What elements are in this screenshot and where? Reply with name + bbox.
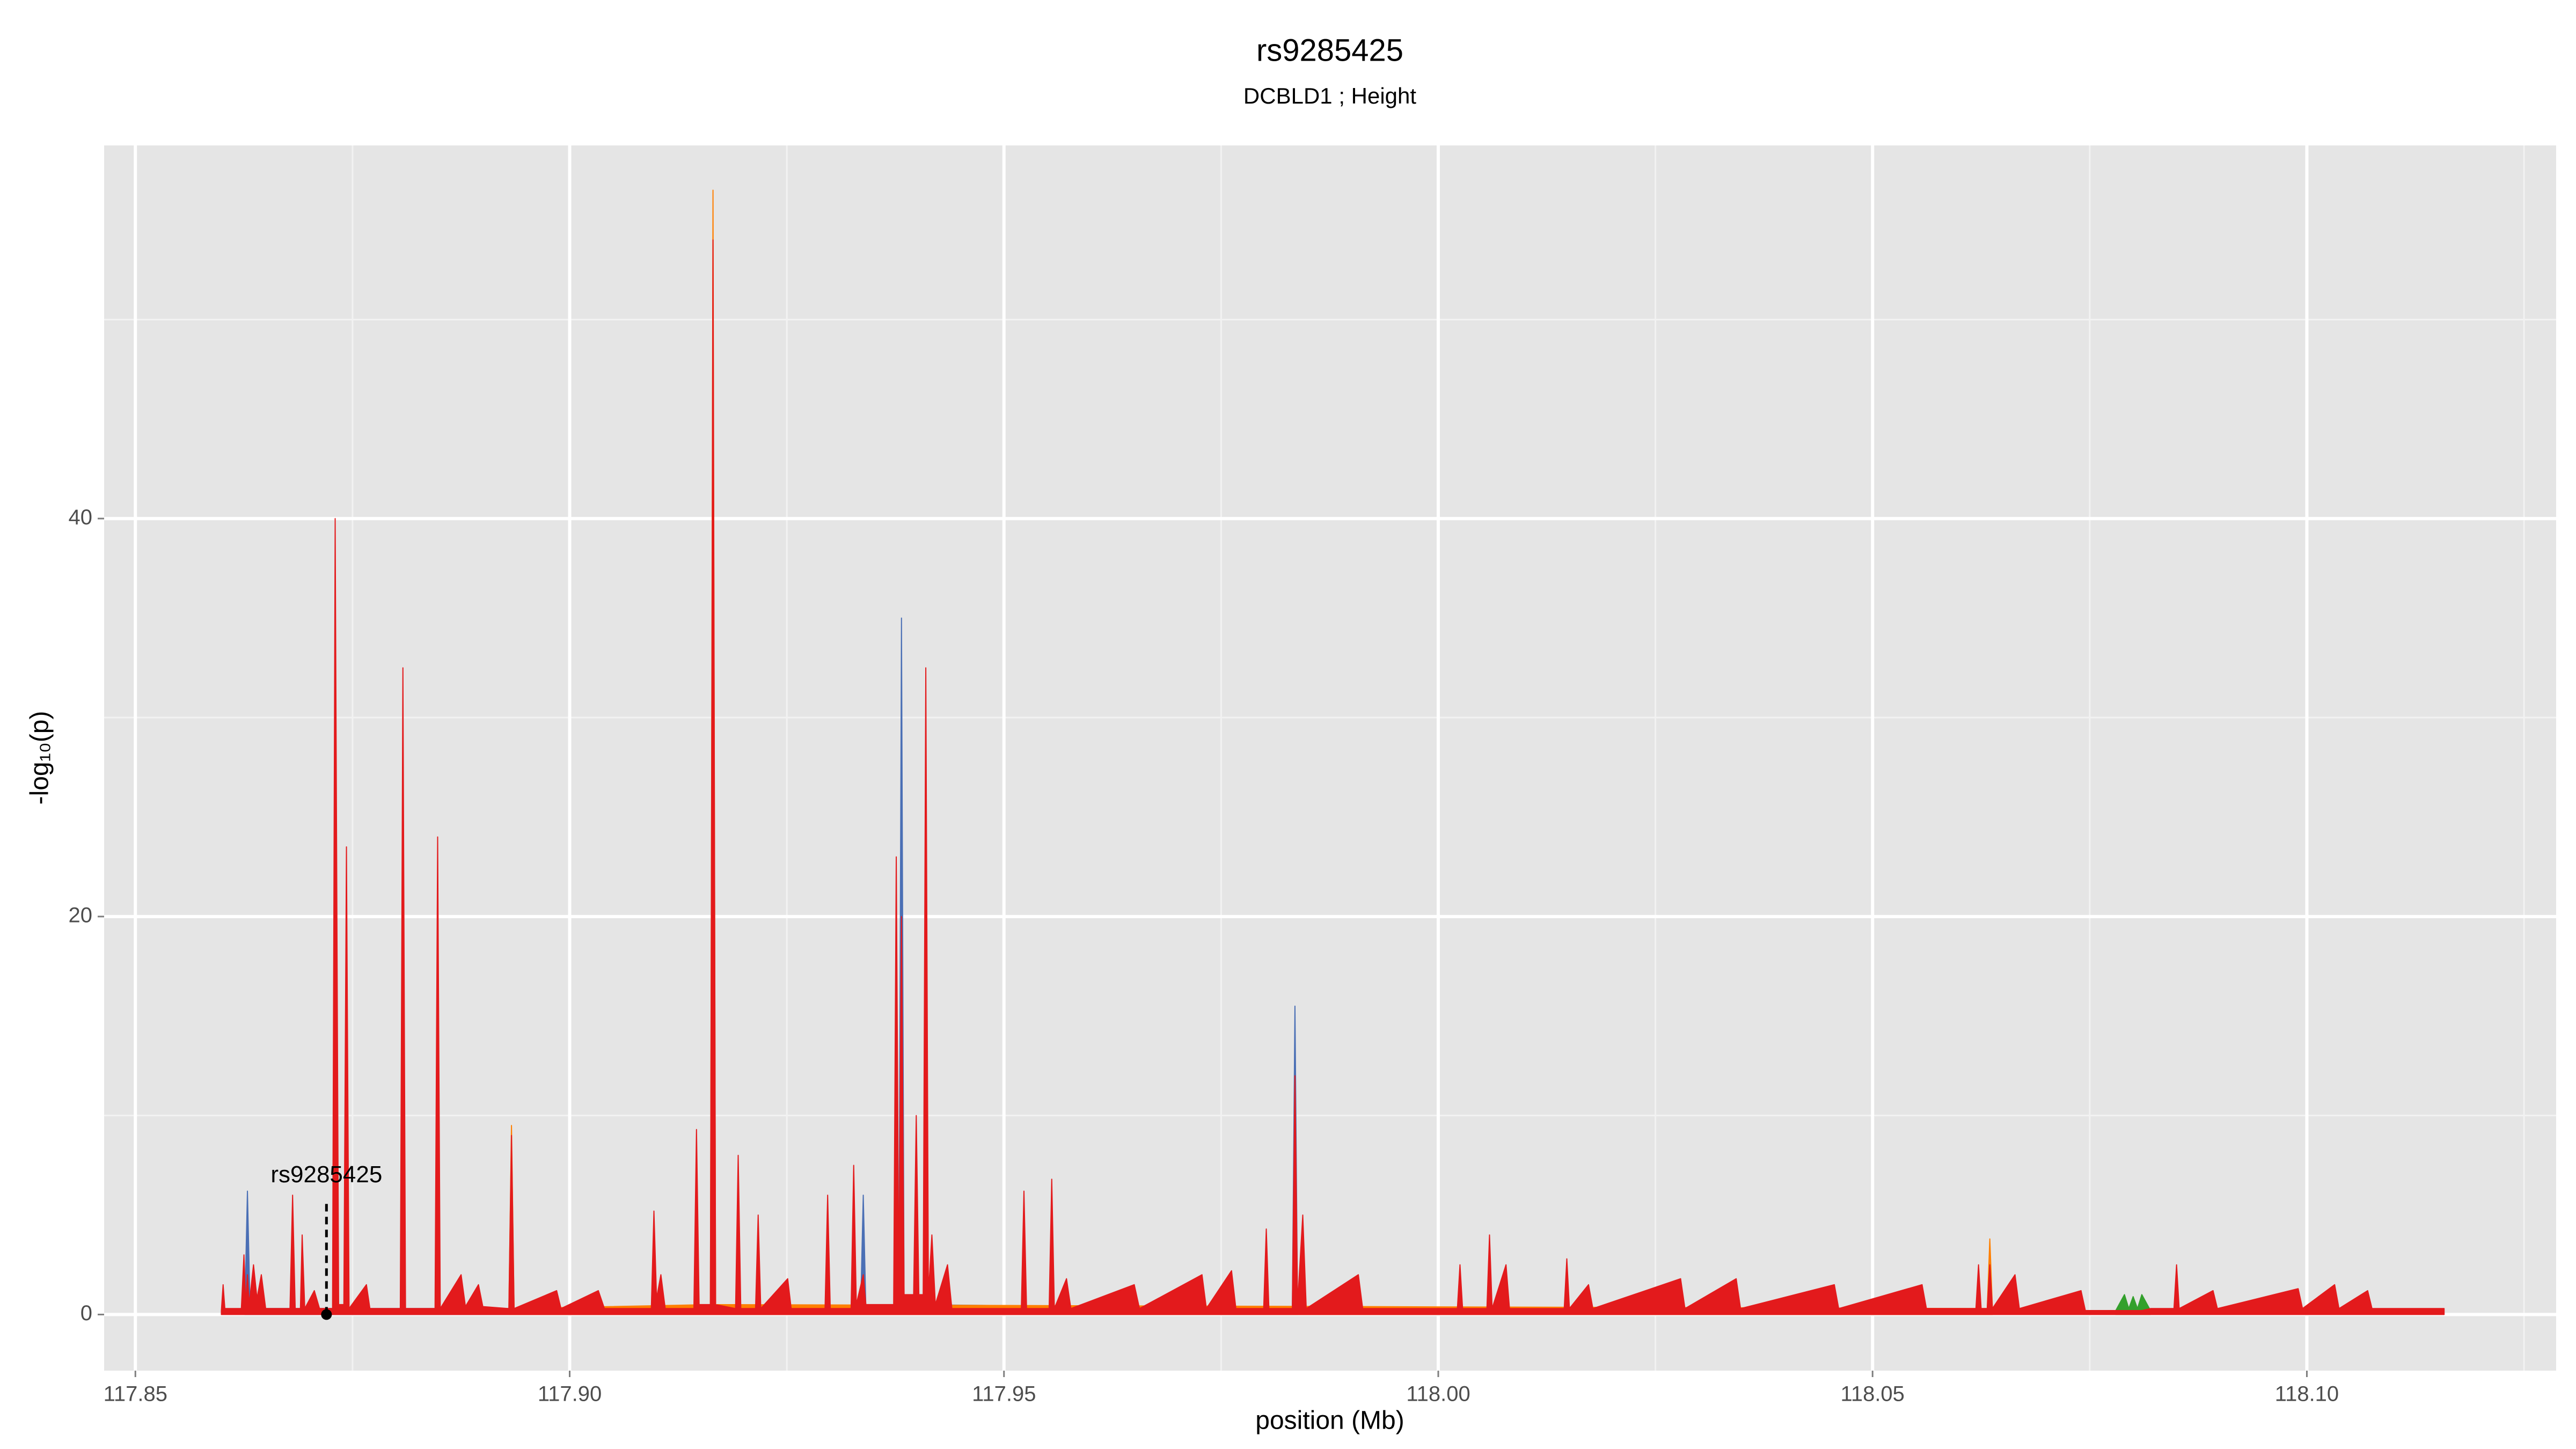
y-axis-title: -log₁₀(p) — [26, 711, 54, 805]
panel-background — [104, 145, 2556, 1371]
x-tick-label: 118.00 — [1406, 1382, 1470, 1406]
x-tick-label: 118.10 — [2275, 1382, 2339, 1406]
chart-subtitle: DCBLD1 ; Height — [1243, 83, 1416, 108]
y-tick-label: 0 — [80, 1301, 92, 1325]
plot-panel: rs9285425 — [104, 145, 2556, 1371]
chart-title: rs9285425 — [1256, 33, 1403, 68]
y-tick-label: 40 — [69, 506, 93, 529]
x-tick-label: 118.05 — [1841, 1382, 1905, 1406]
annotation-point — [321, 1309, 332, 1320]
x-tick-label: 117.85 — [104, 1382, 167, 1406]
y-tick-label: 20 — [69, 903, 93, 927]
area — [221, 239, 2445, 1315]
annotation-label: rs9285425 — [270, 1161, 382, 1188]
x-tick-label: 117.90 — [538, 1382, 602, 1406]
x-axis-title: position (Mb) — [1255, 1407, 1404, 1435]
x-tick-label: 117.95 — [972, 1382, 1036, 1406]
